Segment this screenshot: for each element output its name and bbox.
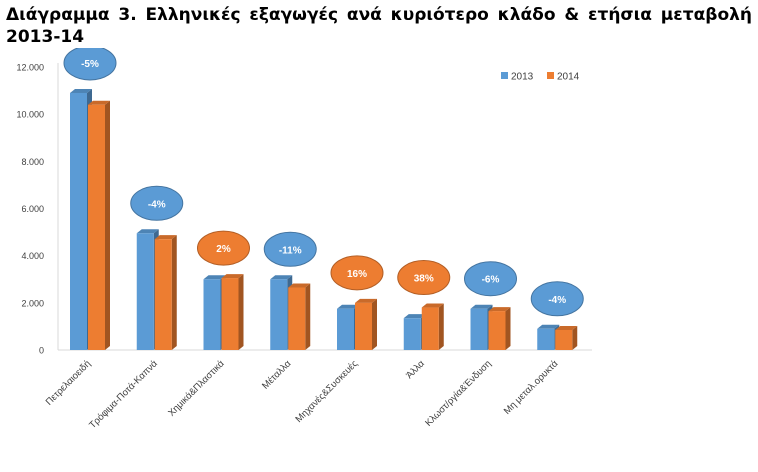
bar-top: [221, 274, 244, 279]
y-tick-label: 4.000: [21, 251, 44, 261]
x-tick-label: Μη μεταλ.ορυκτά: [502, 358, 561, 417]
legend: 2013 2014: [501, 72, 580, 83]
x-tick-label: Κλωστ/ργία&Ένδυση: [423, 358, 493, 428]
change-label: 2%: [216, 244, 231, 255]
x-tick-label: Χημικά&Πλαστικά: [166, 358, 227, 419]
bar-top: [355, 298, 377, 303]
bar-side: [238, 274, 244, 350]
y-tick-label: 10.000: [16, 110, 44, 120]
bar-top: [154, 235, 177, 240]
x-tick-label: Τρόφιμα-Ποτά-Καπνά: [87, 358, 160, 431]
bar-top: [136, 229, 159, 234]
bars-group: [70, 88, 578, 351]
change-bubble: [330, 255, 384, 291]
y-tick-label: 12.000: [16, 63, 44, 73]
bar-2013: [537, 328, 555, 350]
change-bubble: [397, 260, 451, 296]
y-tick-label: 2.000: [21, 298, 44, 308]
change-label: 38%: [414, 274, 434, 285]
bar-side: [105, 100, 110, 350]
change-bubble: [197, 230, 250, 266]
bar-side: [305, 283, 311, 350]
bar-top: [203, 275, 226, 280]
bar-top: [470, 304, 493, 309]
bar-side: [438, 303, 444, 350]
bar-top: [403, 314, 426, 319]
bar-side: [372, 298, 377, 350]
bar-top: [70, 88, 92, 93]
change-label: -4%: [548, 295, 566, 306]
bar-top: [421, 303, 444, 308]
bar-chart: 0 2.000 4.000 6.000 8.000 10.000 12.000 Πετρελ…: [16, 45, 592, 431]
change-label: -5%: [81, 59, 99, 70]
change-label: -11%: [279, 245, 302, 256]
y-tick-label: 8.000: [21, 157, 44, 167]
bar-2014: [88, 104, 105, 350]
y-tick-label: 6.000: [21, 204, 44, 214]
bar-top: [537, 324, 560, 329]
bar-2013: [470, 308, 488, 350]
bar-2014: [355, 302, 372, 350]
bar-2013: [270, 279, 288, 350]
x-tick-label: Μέταλλα: [260, 358, 294, 392]
bar-top: [555, 325, 578, 330]
bar-2013: [70, 92, 87, 351]
bar-side: [505, 307, 511, 350]
legend-swatch: [501, 72, 508, 79]
bar-2014: [555, 329, 573, 350]
annotations-group: -5% -4% 2% -11% 16% 38% -6% -4%: [63, 45, 584, 317]
x-tick-label: Μηχανές&Συσκευές: [293, 358, 360, 425]
change-label: 16%: [347, 269, 367, 280]
bar-top: [488, 307, 511, 312]
change-bubble: [530, 281, 584, 317]
bar-top: [337, 304, 359, 309]
bar-2014: [221, 278, 239, 350]
y-tick-label: 0: [39, 346, 44, 356]
chart-title: Διάγραμμα 3. Ελληνικές εξαγωγές ανά κυρι…: [6, 5, 752, 47]
bar-2013: [403, 318, 421, 350]
bar-2014: [488, 311, 506, 350]
x-tick-label: Άλλα: [404, 358, 427, 381]
chart-area: 0 2.000 4.000 6.000 8.000 10.000 12.000 Πετρελ…: [0, 45, 608, 468]
bar-side: [572, 325, 578, 350]
x-tick-label: Πετρελαιοειδή: [44, 358, 93, 407]
change-label: -4%: [148, 199, 166, 210]
bar-2013: [136, 233, 154, 350]
change-label: -6%: [482, 275, 500, 286]
legend-label: 2014: [557, 72, 580, 83]
bar-side: [171, 235, 177, 350]
bar-2013: [337, 308, 354, 350]
bar-top: [88, 100, 110, 105]
change-bubble: [464, 261, 517, 297]
bar-top: [288, 283, 311, 288]
bar-2014: [288, 287, 306, 350]
legend-swatch: [547, 72, 554, 79]
bar-2014: [421, 307, 439, 350]
bar-2013: [203, 279, 221, 350]
change-bubble: [130, 185, 184, 221]
bar-top: [270, 275, 293, 280]
change-bubble: [263, 231, 317, 267]
legend-label: 2013: [511, 72, 534, 83]
bar-2014: [154, 239, 172, 350]
